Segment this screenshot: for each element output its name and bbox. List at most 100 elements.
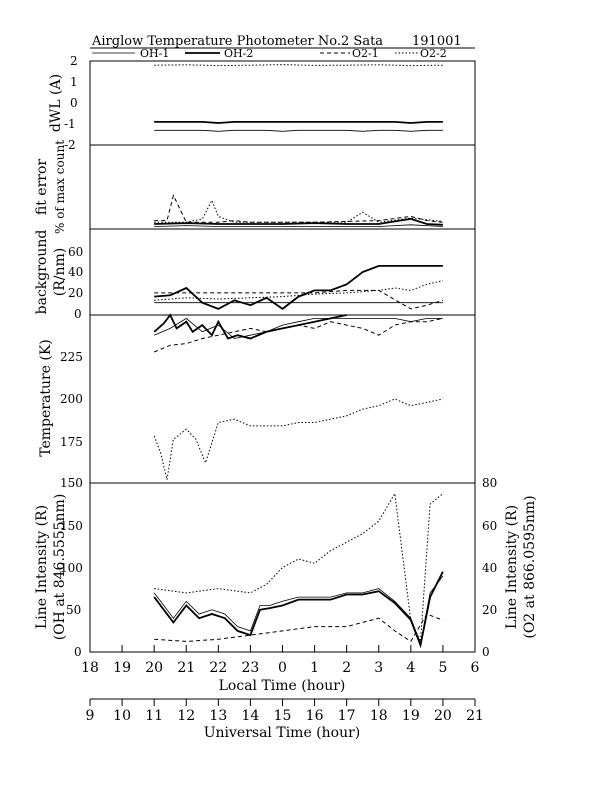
local-time-tick-label: 18	[81, 660, 99, 676]
intensity-series-oh2	[153, 571, 444, 649]
intensity-series	[153, 492, 444, 649]
local-time-tick-label: 3	[374, 660, 383, 676]
dwl-tick-m2: -2	[64, 138, 76, 152]
figure-date: 191001	[412, 34, 462, 49]
temperature-series-o22	[153, 398, 444, 480]
panel-background-frame	[89, 228, 476, 316]
panel-intensity: 150 100 50 0 80 60 40 20 0 Line Intensit…	[34, 476, 538, 659]
intensity-series-o22	[154, 492, 444, 642]
local-time-tick-label: 2	[342, 660, 351, 676]
universal-time-tick-label: 21	[466, 708, 484, 724]
intensity-tick-0: 0	[74, 645, 82, 659]
temperature-series-o21	[154, 317, 444, 353]
universal-time-tick-label: 17	[338, 708, 356, 724]
intensity-ylabel-line2: (OH at 846.5555nm)	[52, 494, 68, 641]
temperature-tick-150: 150	[60, 476, 83, 490]
panel-dwl-frame	[89, 60, 476, 146]
dwl-tick-2: 2	[70, 54, 78, 68]
background-series-oh2	[154, 264, 443, 311]
intensity-ylabel-line1: Line Intensity (R)	[34, 505, 50, 629]
local-time-tick-label: 22	[209, 660, 227, 676]
background-tick-60: 60	[68, 245, 83, 259]
dwl-series-oh2	[154, 121, 443, 124]
intensity-tick-50: 50	[66, 603, 81, 617]
legend-item-o22: O2-2	[395, 47, 447, 60]
universal-time-label: Universal Time (hour)	[204, 725, 361, 741]
panel-temperature: 225 200 175 150 Temperature (K)	[38, 313, 476, 490]
panel-fit-error: fit error % of max count	[34, 140, 476, 234]
intensity-r-tick-0: 0	[482, 645, 490, 659]
intensity-series-oh1	[153, 575, 444, 645]
temperature-series-oh2	[153, 313, 347, 340]
dwl-tick-0: 0	[70, 96, 78, 110]
panel-temperature-frame	[89, 314, 476, 484]
background-tick-0: 0	[74, 307, 82, 321]
background-series-o22	[154, 280, 444, 301]
dwl-series	[154, 64, 443, 146]
universal-time-tick-label: 13	[209, 708, 227, 724]
temperature-series-oh1	[154, 317, 443, 339]
legend-item-o21: O2-1	[320, 47, 379, 60]
legend-item-oh2: OH-2	[185, 47, 253, 60]
fit-error-series-oh2	[154, 217, 443, 226]
universal-time-tick-label: 16	[306, 708, 324, 724]
local-time-tick-label: 20	[145, 660, 163, 676]
universal-time-tick-label: 14	[242, 708, 260, 724]
intensity-series-o21	[154, 613, 444, 643]
fit-error-series	[154, 193, 443, 227]
fit-error-ylabel-line2: % of max count	[53, 140, 67, 234]
dwl-tick-1: 1	[70, 75, 78, 89]
dwl-tick-m1: -1	[64, 117, 76, 131]
intensity-r-tick-40: 40	[482, 561, 497, 575]
panel-fit-error-frame	[89, 144, 476, 230]
intensity-tick-150: 150	[60, 519, 83, 533]
universal-time-tick-label: 15	[274, 708, 292, 724]
universal-time-tick-label: 9	[86, 708, 95, 724]
background-series	[154, 264, 444, 311]
universal-time-tick-label: 12	[177, 708, 195, 724]
universal-time-tick-label: 19	[402, 708, 420, 724]
legend-item-oh1: OH-1	[92, 47, 169, 60]
universal-time-tick-label: 10	[113, 708, 131, 724]
legend: OH-1 OH-2 O2-1 O2-2	[92, 47, 447, 60]
legend-label-o22: O2-2	[420, 47, 447, 60]
local-time-tick-label: 6	[471, 660, 480, 676]
intensity-r-tick-20: 20	[482, 603, 497, 617]
universal-time-axis: 9 10 11 12 13 14 15 16 17 18 19 20 21	[86, 698, 484, 724]
local-time-tick-label: 4	[406, 660, 415, 676]
dwl-series-oh1	[154, 129, 443, 132]
temperature-ylabel: Temperature (K)	[38, 339, 54, 457]
intensity-tick-100: 100	[60, 561, 83, 575]
panel-background: 60 40 20 0 background (R/nm)	[34, 228, 476, 321]
temperature-tick-200: 200	[60, 392, 83, 406]
background-ylabel-line2: (R/nm)	[52, 248, 68, 296]
background-series-o21	[154, 289, 444, 310]
intensity-y2label-line2: (O2 at 866.0595nm)	[522, 495, 538, 638]
local-time-tick-label: 0	[278, 660, 287, 676]
local-time-label: Local Time (hour)	[219, 678, 346, 694]
universal-time-tick-label: 18	[370, 708, 388, 724]
legend-label-o21: O2-1	[352, 47, 379, 60]
intensity-r-tick-60: 60	[482, 519, 497, 533]
temperature-tick-225: 225	[60, 350, 83, 364]
local-time-tick-label: 23	[242, 660, 260, 676]
legend-label-oh2: OH-2	[224, 47, 253, 60]
intensity-r-tick-80: 80	[482, 476, 497, 490]
fit-error-series-o21	[154, 193, 443, 223]
dwl-ylabel: dWL (A)	[48, 74, 64, 132]
legend-label-oh1: OH-1	[140, 47, 169, 60]
universal-time-tick-label: 11	[145, 708, 163, 724]
fit-error-series-o22	[154, 199, 443, 223]
intensity-y2label-line1: Line Intensity (R)	[504, 505, 520, 629]
local-time-tick-label: 5	[438, 660, 447, 676]
panel-intensity-frame	[89, 482, 476, 653]
fit-error-series-oh1	[154, 224, 443, 227]
local-time-tick-label: 21	[177, 660, 195, 676]
background-ylabel-line1: background	[34, 230, 50, 315]
background-tick-40: 40	[68, 265, 83, 279]
universal-time-tick-label: 20	[434, 708, 452, 724]
temperature-series	[153, 313, 444, 480]
temperature-tick-175: 175	[60, 435, 83, 449]
local-time-tick-label: 1	[310, 660, 319, 676]
